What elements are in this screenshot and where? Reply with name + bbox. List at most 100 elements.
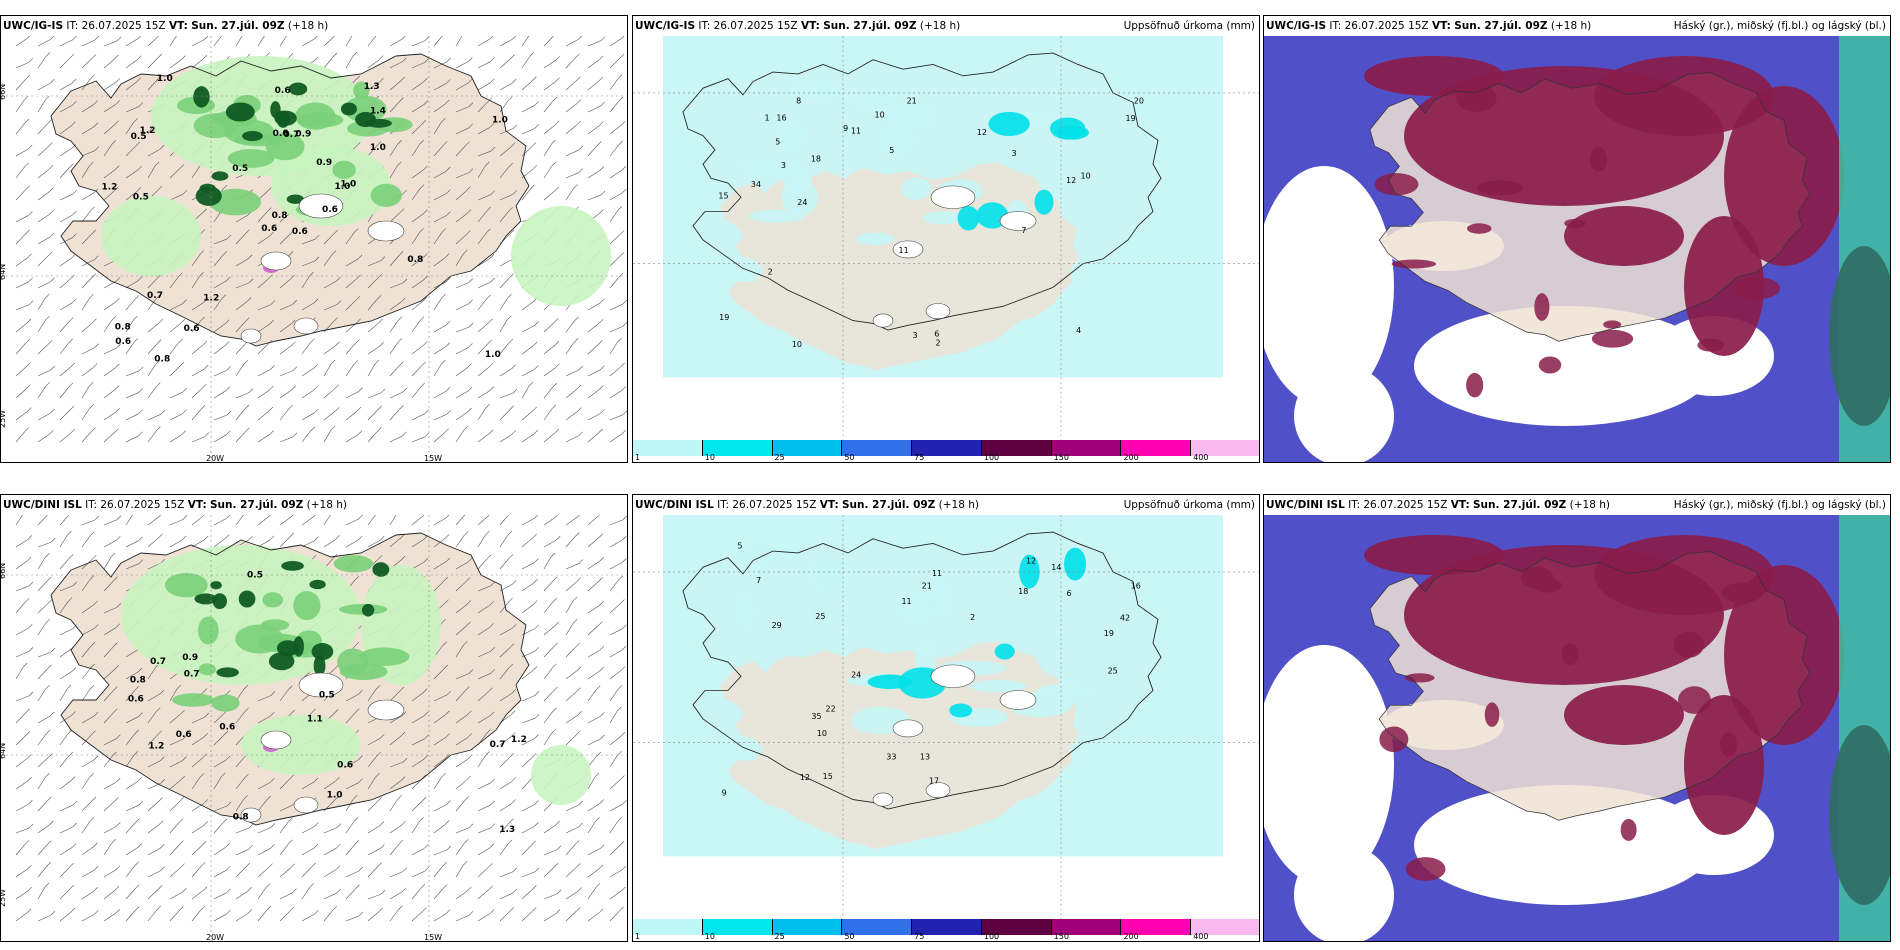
high-cloud-cell	[1673, 631, 1705, 658]
value-label: 24	[797, 198, 807, 207]
value-label: 0.8	[154, 355, 170, 365]
value-label: 21	[907, 96, 917, 105]
header-model: UWC/IG-IS	[1266, 20, 1327, 32]
glacier-outline	[240, 807, 262, 823]
value-label: 0.7	[490, 740, 506, 750]
value-label: 11	[899, 246, 909, 255]
glacier-outline	[872, 792, 894, 807]
value-label: 2	[970, 613, 975, 622]
precip-heavy-cell	[355, 111, 377, 128]
value-label: 1.4	[370, 106, 386, 116]
value-label: 1.2	[203, 293, 219, 303]
colorbar-label: 1	[635, 932, 641, 941]
map-panel-tr: UWC/IG-IS IT: 26.07.2025 15Z VT: Sun. 27…	[1263, 15, 1891, 463]
glacier-outline	[293, 796, 319, 814]
value-label: 22	[825, 705, 835, 714]
colorbar-label: 50	[844, 932, 855, 941]
colorbar-label: 50	[844, 453, 855, 462]
precip-heavy-cell	[340, 102, 357, 116]
value-label: 0.5	[133, 192, 149, 202]
map-canvas	[1264, 515, 1890, 941]
colorbar-swatch	[912, 919, 982, 935]
value-label: 1.0	[327, 790, 343, 800]
value-label: 34	[751, 180, 761, 189]
header-lead: (+18 h)	[287, 20, 329, 32]
accum-cell	[787, 82, 847, 100]
high-cloud-cell	[1589, 146, 1608, 172]
colorbar-swatch	[1191, 440, 1259, 456]
header-vt: Sun. 27.júl. 09Z	[210, 499, 304, 511]
accum-heavy-cell	[1019, 554, 1040, 589]
value-label: 11	[932, 569, 942, 578]
accum-cell	[929, 578, 954, 617]
high-cloud-area	[1594, 56, 1774, 136]
value-label: 0.5	[247, 571, 263, 581]
header-model: UWC/DINI ISL	[3, 499, 82, 511]
high-cloud-area	[1364, 535, 1504, 575]
colorbar-swatch	[981, 919, 1052, 935]
value-label: 1.3	[499, 825, 515, 835]
value-label: 0.8	[130, 676, 146, 686]
high-cloud-cell	[1484, 702, 1500, 727]
map-canvas: 2111267513251819159112124332242292535161…	[633, 515, 1259, 921]
map-canvas: 66N 64N 25W 20W 15W 1.0 0.7 1.2 0.5 1.3 0.8 1.1 0.5 0…	[1, 515, 627, 941]
accum-cell	[856, 232, 895, 246]
precip-moderate-cell	[197, 616, 219, 645]
header-vt-label: VT:	[819, 499, 839, 511]
colorbar-swatch	[1121, 440, 1192, 456]
value-label: 0.6	[219, 723, 235, 733]
value-label: 0.8	[407, 255, 423, 265]
value-label: 0.6	[176, 730, 192, 740]
header-vt: Sun. 27.júl. 09Z	[823, 20, 917, 32]
cloud-dense-edge	[1829, 246, 1890, 426]
value-label: 0.8	[233, 813, 249, 823]
header-vt-label: VT:	[187, 499, 207, 511]
precip-heavy-cell	[288, 82, 308, 96]
panel-header: UWC/IG-IS IT: 26.07.2025 15Z VT: Sun. 27…	[1266, 20, 1591, 32]
precip-moderate-cell	[164, 572, 208, 598]
value-label: 0.6	[128, 694, 144, 704]
precip-moderate-cell	[333, 555, 374, 573]
axis-lon15: 15W	[424, 454, 442, 463]
precip-heavy-cell	[193, 86, 210, 108]
precip-moderate-cell	[337, 648, 369, 676]
panel-header: UWC/DINI ISL IT: 26.07.2025 15Z VT: Sun.…	[1266, 499, 1610, 511]
colorbar: 1 10 25 50 75 100 150 200 400	[633, 919, 1259, 941]
wind-barbs	[15, 515, 627, 922]
colorbar-swatch	[702, 919, 773, 935]
value-label: 12	[800, 773, 810, 782]
precip-heavy-cell	[313, 655, 326, 677]
value-label: 1.1	[307, 715, 323, 725]
value-label: 6	[934, 330, 939, 339]
glacier-outline	[999, 690, 1037, 710]
glacier-outline	[298, 672, 344, 698]
header-it: 26.07.2025 15Z	[713, 20, 798, 32]
glacier-outline	[260, 251, 292, 271]
accum-cell	[733, 594, 756, 629]
header-it-label: IT:	[1329, 20, 1342, 32]
precip-moderate-cell	[332, 160, 356, 179]
map-canvas: 2319671812101116241921345108113412910201…	[633, 36, 1259, 442]
value-label: 1.2	[101, 183, 117, 193]
colorbar-swatch	[912, 440, 982, 456]
panel-variable-title: Háský (gr.), miðský (fj.bl.) og lágský (…	[1673, 499, 1886, 511]
value-label: 17	[929, 776, 939, 785]
precip-heavy-cell	[281, 560, 304, 571]
high-cloud-cell	[1620, 818, 1637, 841]
header-model: UWC/DINI ISL	[635, 499, 714, 511]
precip-moderate-cell	[209, 188, 261, 216]
value-label: 15	[823, 772, 833, 781]
value-label: 3	[781, 161, 786, 170]
value-label: 14	[1051, 563, 1061, 572]
precip-heavy-cell	[361, 603, 375, 617]
value-label: 1.2	[148, 742, 164, 752]
value-label: 10	[875, 111, 885, 120]
accum-heavy-cell	[994, 643, 1015, 660]
precip-heavy-cell	[212, 593, 228, 610]
high-cloud-cell	[1678, 686, 1711, 714]
map-panel-tm: UWC/IG-IS IT: 26.07.2025 15Z VT: Sun. 27…	[632, 15, 1260, 463]
value-label: 9	[722, 789, 727, 798]
precip-moderate-cell	[262, 592, 284, 608]
high-cloud-area	[1564, 685, 1684, 745]
colorbar-label: 10	[704, 932, 715, 941]
